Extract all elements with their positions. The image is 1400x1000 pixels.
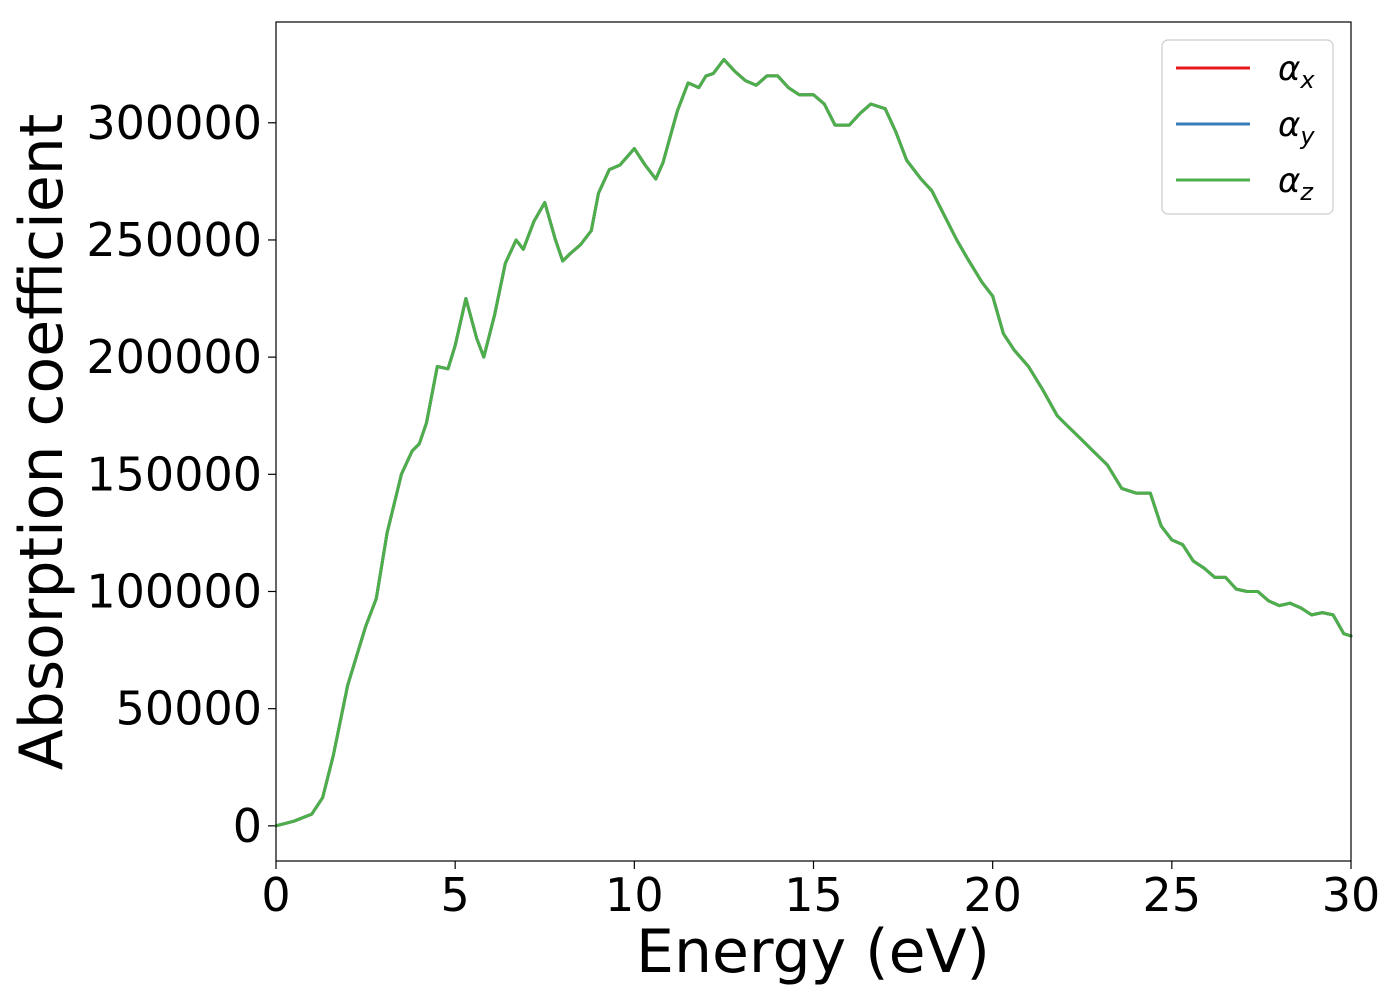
x-tick-label: 20: [963, 868, 1022, 922]
y-tick-label: 300000: [86, 96, 262, 150]
x-tick-label: 5: [441, 868, 470, 922]
legend-box: [1161, 39, 1334, 215]
y-axis-ticks: 0 50000 100000 150000 200000 250000 300000: [86, 96, 276, 853]
y-axis-label: Absorption coefficient: [7, 114, 77, 771]
x-tick-label: 0: [261, 868, 290, 922]
legend-label-y: αy: [1278, 105, 1315, 150]
x-axis-label: Energy (eV): [636, 917, 990, 987]
series-line-z: [274, 58, 1353, 828]
legend: αx αy αz: [1161, 39, 1334, 215]
legend-label-z: αz: [1278, 161, 1314, 206]
x-tick-label: 25: [1143, 868, 1202, 922]
y-tick-label: 200000: [86, 330, 262, 384]
y-tick-label: 0: [233, 799, 262, 853]
y-tick-label: 50000: [116, 682, 262, 736]
legend-label-x: αx: [1278, 49, 1315, 94]
y-tick-label: 100000: [86, 564, 262, 618]
plot-lines: [274, 58, 1353, 828]
x-tick-label: 10: [605, 868, 664, 922]
x-axis-ticks: 0 5 10 15 20 25 30: [261, 861, 1380, 922]
plot-frame: [275, 21, 1352, 862]
x-tick-label: 30: [1322, 868, 1381, 922]
x-tick-label: 15: [784, 868, 843, 922]
y-tick-label: 250000: [86, 213, 262, 267]
y-tick-label: 150000: [86, 447, 262, 501]
